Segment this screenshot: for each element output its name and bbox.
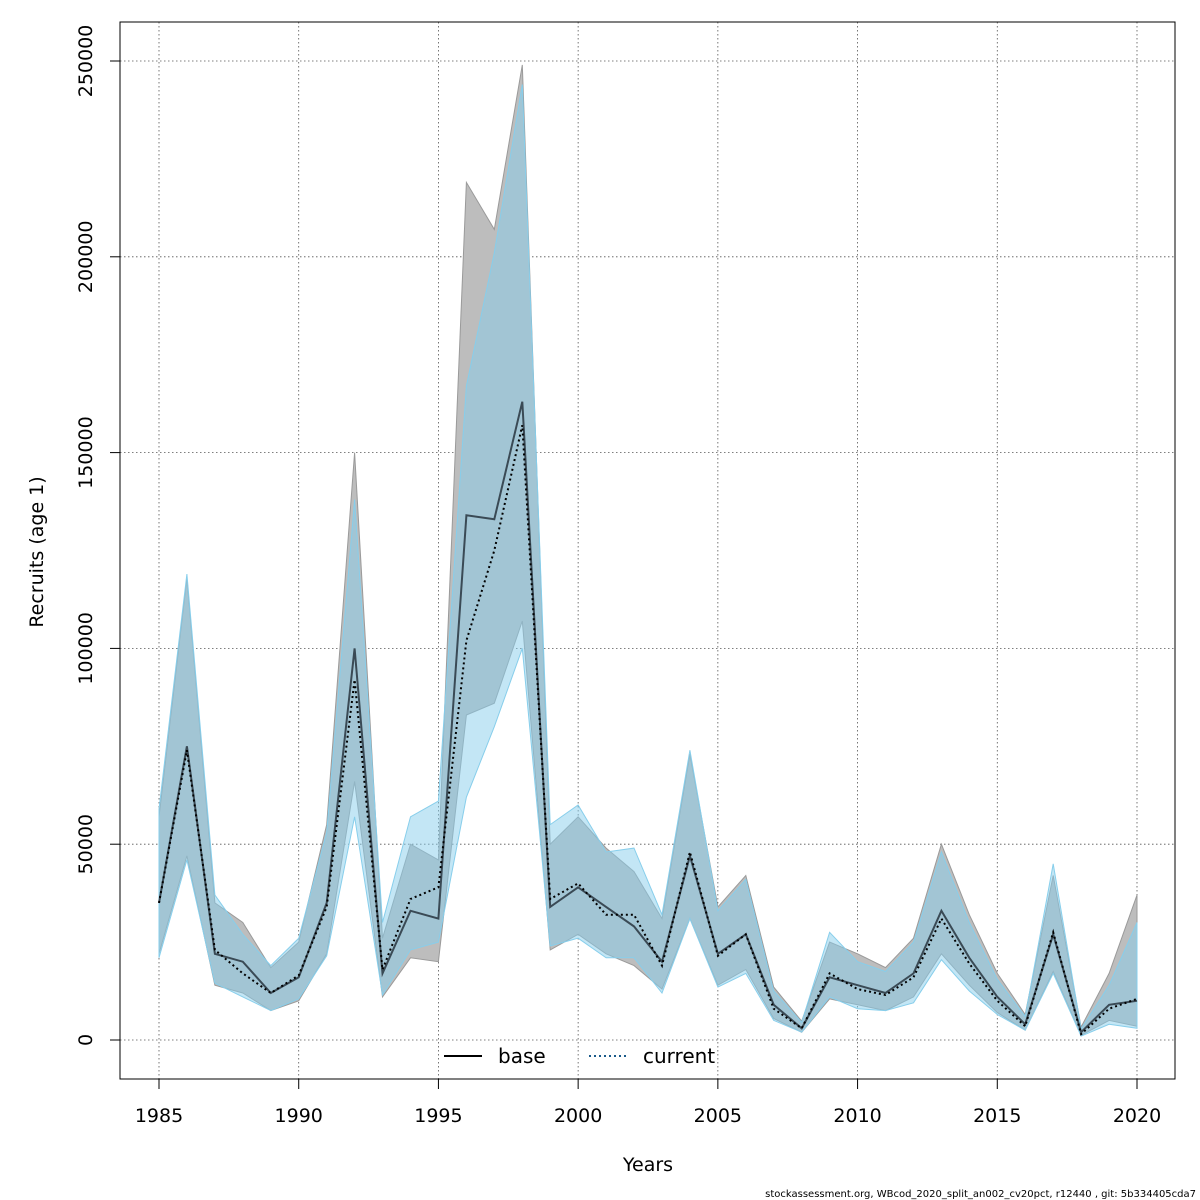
- x-tick-label: 2015: [973, 1105, 1021, 1127]
- x-tick-label: 1990: [275, 1105, 323, 1127]
- x-axis-title: Years: [622, 1154, 673, 1176]
- y-tick-label: 100000: [75, 612, 97, 685]
- x-tick-label: 2010: [833, 1105, 881, 1127]
- legend-label-current: current: [643, 1044, 715, 1068]
- series-line-current: [158, 424, 1138, 1036]
- x-tick-label: 1995: [414, 1105, 462, 1127]
- series-lines: [158, 401, 1138, 1036]
- x-tick-label: 2020: [1113, 1105, 1161, 1127]
- y-axis-title: Recruits (age 1): [26, 476, 48, 627]
- y-tick-label: 0: [75, 1034, 97, 1046]
- series-line-base: [158, 401, 1138, 1035]
- x-tick-label: 1985: [135, 1105, 183, 1127]
- x-axis: 1985 1990 1995 2000 2005 2010 2015 2020: [135, 1078, 1161, 1127]
- grid-lines: [120, 22, 1175, 1079]
- y-tick-label: 150000: [75, 416, 97, 489]
- x-tick-label: 2000: [554, 1105, 602, 1127]
- y-axis: 0 50000 100000 150000 200000 250000: [75, 25, 121, 1046]
- x-tick-label: 2005: [694, 1105, 742, 1127]
- y-tick-label: 200000: [75, 221, 97, 294]
- legend-label-base: base: [498, 1044, 546, 1068]
- y-tick-label: 250000: [75, 25, 97, 98]
- confidence-band-current: [158, 84, 1138, 1037]
- confidence-bands: [158, 64, 1138, 1037]
- y-tick-label: 50000: [75, 814, 97, 874]
- legend: base current: [444, 1044, 715, 1068]
- footer-note: stockassessment.org, WBcod_2020_split_an…: [765, 1189, 1196, 1200]
